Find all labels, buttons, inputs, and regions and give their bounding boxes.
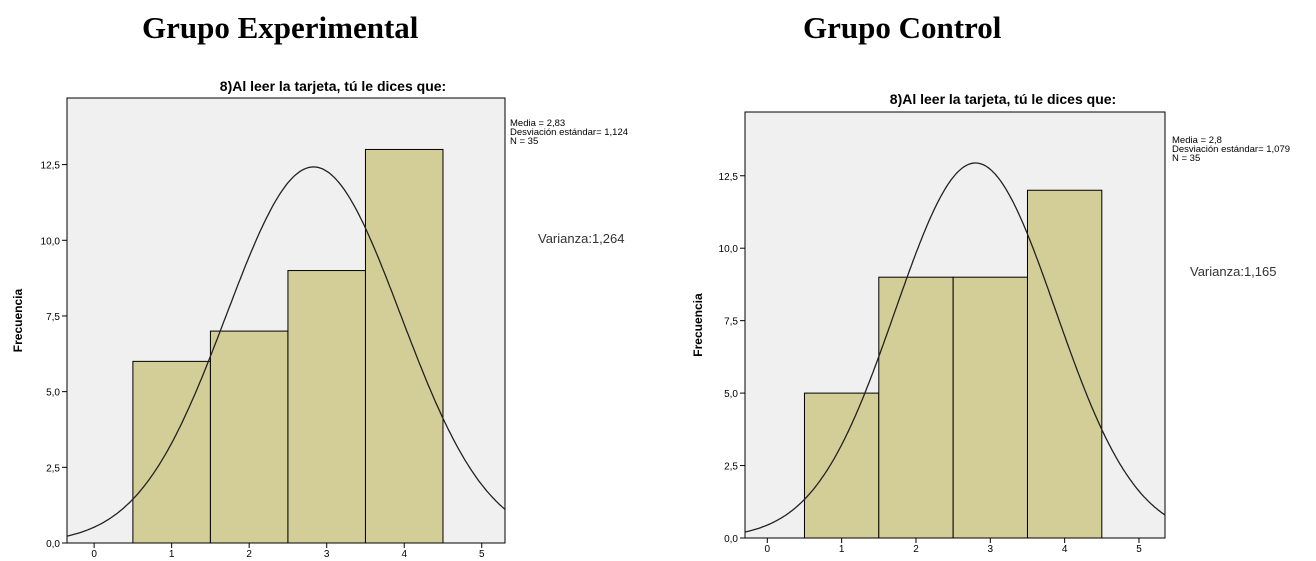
x-tick-label: 5	[1136, 544, 1142, 555]
x-tick-label: 0	[91, 549, 97, 560]
x-tick-label: 3	[988, 544, 994, 555]
stats-line: Desviación estándar= 1,079	[1172, 144, 1290, 155]
x-tick-label: 4	[1062, 544, 1068, 555]
y-tick-label: 12,5	[41, 161, 61, 172]
y-tick-label: 5,0	[724, 389, 738, 400]
x-tick-label: 3	[324, 549, 330, 560]
bar	[209, 330, 289, 544]
y-tick-label: 12,5	[719, 172, 739, 183]
y-tick-label: 10,0	[41, 236, 61, 247]
chart-title: 8)Al leer la tarjeta, tú le dices que:	[220, 78, 446, 94]
stats-line: Media = 2,83	[510, 118, 565, 129]
x-tick-label: 0	[765, 544, 771, 555]
stats-line: N = 35	[510, 136, 538, 147]
normal-curve	[744, 162, 1166, 533]
y-tick-label: 0,0	[724, 534, 738, 545]
y-tick-label: 0,0	[46, 539, 60, 550]
stats-line: N = 35	[1172, 153, 1200, 164]
y-tick-label: 7,5	[724, 317, 738, 328]
bar	[803, 392, 880, 539]
x-tick-label: 2	[246, 549, 252, 560]
y-tick-label: 2,5	[724, 462, 738, 473]
y-axis-label: Frecuencia	[691, 293, 705, 357]
stats-line: Desviación estándar= 1,124	[510, 127, 628, 138]
bar	[952, 276, 1028, 539]
stats-line: Media = 2,8	[1172, 135, 1222, 146]
x-tick-label: 1	[839, 544, 845, 555]
y-tick-label: 7,5	[46, 312, 60, 323]
x-tick-label: 2	[913, 544, 919, 555]
y-axis-label: Frecuencia	[11, 288, 25, 352]
bar	[1026, 189, 1103, 539]
chart-title: 8)Al leer la tarjeta, tú le dices que:	[890, 91, 1116, 107]
group-title-control: Grupo Control	[803, 10, 1002, 45]
variance-annotation: Varianza:1,264	[538, 231, 625, 246]
x-tick-label: 1	[169, 549, 175, 560]
x-tick-label: 5	[479, 549, 485, 560]
y-tick-label: 5,0	[46, 388, 60, 399]
group-title-experimental: Grupo Experimental	[142, 10, 419, 45]
bar	[287, 270, 366, 544]
x-tick-label: 4	[401, 549, 407, 560]
normal-curve	[66, 166, 506, 537]
bar	[878, 276, 954, 539]
variance-annotation: Varianza:1,165	[1190, 264, 1277, 279]
y-tick-label: 10,0	[719, 244, 739, 255]
y-tick-label: 2,5	[46, 463, 60, 474]
bar	[364, 148, 444, 544]
